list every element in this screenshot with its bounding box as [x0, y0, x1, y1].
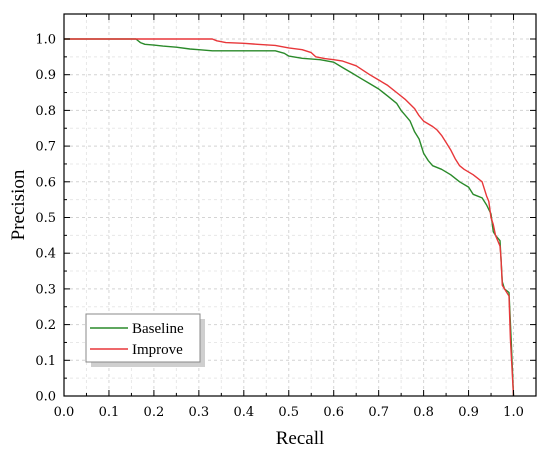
ticks: 0.0 0.1 0.2 0.3 0.4 0.5 0.6 0.7 0.8 0.9 1.0 0.0 0.1 0… — [35, 14, 536, 420]
x-tick-label: 0.8 — [413, 405, 434, 420]
x-tick-label: 0.9 — [458, 405, 479, 420]
y-tick-label: 1.0 — [35, 32, 56, 47]
x-tick-label: 0.5 — [278, 405, 299, 420]
legend-label-baseline: Baseline — [132, 321, 184, 337]
legend: Baseline Improve — [85, 313, 205, 367]
x-tick-label: 0.1 — [99, 405, 120, 420]
y-tick-label: 0.8 — [35, 104, 56, 119]
x-tick-label: 0.6 — [323, 405, 344, 420]
legend-label-improve: Improve — [132, 342, 183, 358]
x-tick-label: 0.7 — [368, 405, 389, 420]
plot-frame — [63, 13, 537, 397]
y-tick-label: 0.3 — [35, 282, 56, 297]
y-axis-title: Precision — [8, 169, 29, 240]
y-tick-label: 0.0 — [35, 390, 56, 405]
y-tick-label: 0.6 — [35, 175, 56, 190]
x-tick-label: 0.0 — [54, 405, 75, 420]
series-line-improve — [64, 38, 515, 397]
x-tick-label: 0.3 — [189, 405, 210, 420]
y-tick-label: 0.2 — [35, 318, 56, 333]
y-tick-label: 0.1 — [35, 354, 56, 369]
y-tick-label: 0.4 — [35, 247, 56, 262]
y-tick-label: 0.5 — [35, 211, 56, 226]
axes — [63, 13, 537, 397]
x-tick-label: 0.4 — [233, 405, 254, 420]
series-lines — [64, 38, 515, 397]
x-tick-label: 0.2 — [144, 405, 165, 420]
series-line-baseline — [64, 38, 515, 397]
legend-box — [85, 313, 201, 363]
x-axis-title: Recall — [276, 428, 325, 449]
y-tick-label: 0.7 — [35, 140, 56, 155]
y-tick-label: 0.9 — [35, 68, 56, 83]
x-tick-label: 1.0 — [503, 405, 524, 420]
